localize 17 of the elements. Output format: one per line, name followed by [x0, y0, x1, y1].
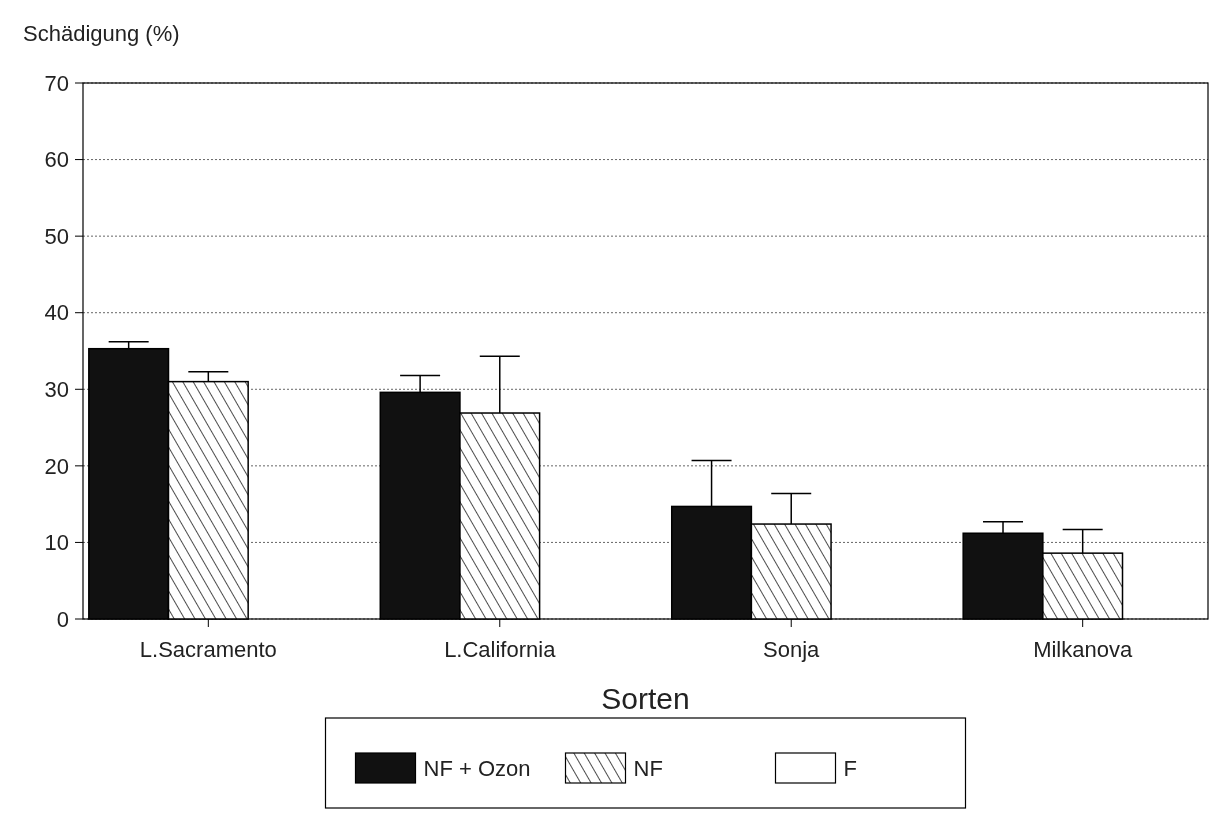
x-tick-label: L.Sacramento [139, 637, 277, 662]
y-tick-label: 60 [44, 147, 69, 173]
x-axis-title: Sorten [601, 682, 690, 715]
y-tick-label: 70 [44, 70, 69, 96]
legend-label: F [843, 755, 857, 781]
x-tick-label: L.California [444, 637, 557, 662]
y-tick-label: 0 [56, 606, 69, 632]
legend-label: NF + Ozon [423, 755, 531, 781]
legend-label: NF [633, 755, 663, 781]
y-axis-title: Schädigung (%) [23, 21, 180, 46]
y-tick-label: 40 [44, 300, 69, 326]
y-tick-label: 10 [44, 530, 69, 556]
x-tick-label: Sonja [763, 637, 821, 662]
y-tick-label: 50 [44, 223, 69, 249]
y-tick-label: 20 [44, 453, 69, 479]
x-tick-label: Milkanova [1033, 637, 1133, 662]
y-tick-label: 30 [44, 376, 69, 402]
